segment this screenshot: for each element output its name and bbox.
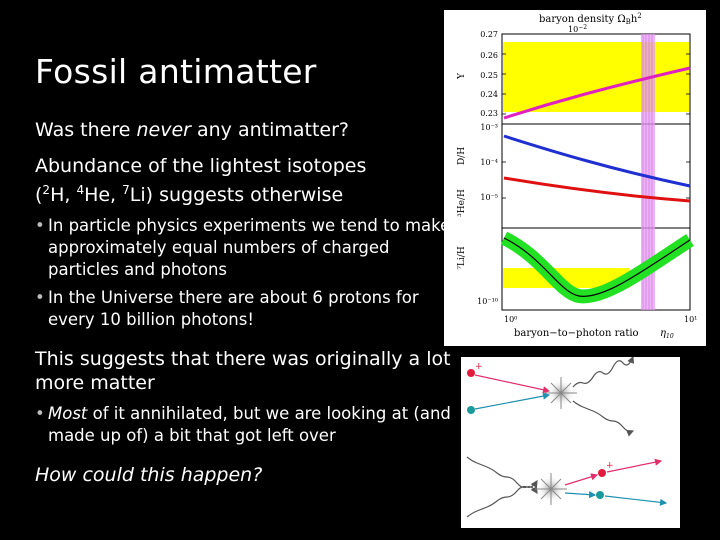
isotope-he: He,	[84, 184, 123, 206]
outgoing-teal-line-2	[604, 495, 668, 506]
top-axis-title: baryon density ΩBh2	[539, 12, 642, 26]
flash-rays	[545, 377, 577, 409]
bbn-plot-svg: baryon density ΩBh2 10−2 0.27 0.26	[457, 12, 697, 340]
incoming-teal-line	[474, 392, 551, 410]
dh-curve	[503, 134, 691, 188]
photon-out-1	[572, 355, 635, 388]
bottom-axis-symbol: η10	[660, 328, 674, 340]
bottom-tick-left: 10⁰	[504, 315, 517, 324]
bbn-abundance-plot: baryon density ΩBh2 10−2 0.27 0.26	[444, 10, 706, 346]
outgoing-red-line-2	[606, 458, 663, 473]
bullet-item: In particle physics experiments we tend …	[35, 215, 455, 281]
li7-curve	[503, 237, 691, 297]
particle-out-icon	[596, 491, 604, 499]
question-text: Was there never any antimatter?	[35, 118, 455, 142]
tick-marks	[502, 53, 690, 199]
svg-text:0.23: 0.23	[480, 109, 498, 118]
photon-out-2	[572, 400, 635, 437]
panel-li7	[501, 227, 691, 311]
svg-text:0.27: 0.27	[480, 30, 498, 39]
y-axis-labels: Y D/H ³He/H ⁷Li/H	[457, 72, 467, 270]
question-emphasis: never	[136, 119, 191, 141]
incoming-red-line	[474, 374, 551, 394]
svg-text:10⁻³: 10⁻³	[480, 123, 498, 132]
photon-in-2	[466, 479, 538, 518]
isotope-sup-he: 4	[76, 183, 85, 197]
isotope-sup-li: 7	[122, 183, 130, 197]
particle-icon	[467, 406, 475, 414]
isotope-h: H,	[50, 184, 77, 206]
annihilation-svg: + +	[466, 355, 668, 518]
he4-curve	[503, 66, 691, 120]
bullet-rest: of it annihilated, but we are looking at…	[48, 404, 451, 445]
flash-rays-2	[535, 473, 567, 505]
plus-label-out: +	[606, 461, 614, 471]
bullet-list-2: Most of it annihilated, but we are looki…	[35, 403, 455, 447]
bullet-emphasis: Most	[48, 404, 88, 423]
he3-curve	[503, 176, 691, 203]
abundance-paren: (	[35, 184, 43, 206]
svg-text:0.26: 0.26	[480, 51, 498, 60]
outgoing-red-line-1	[564, 473, 599, 486]
question-post: any antimatter?	[190, 119, 350, 141]
closing-question: How could this happen?	[35, 464, 263, 486]
panel-d-he3	[501, 123, 691, 229]
cmb-vertical-band	[641, 34, 655, 310]
photon-in-1	[466, 456, 538, 495]
abundance-line1: Abundance of the lightest isotopes	[35, 155, 367, 177]
text-column: Was there never any antimatter? Abundanc…	[35, 118, 455, 487]
y-tick-labels: 0.27 0.26 0.25 0.24 0.23 10⁻³ 10⁻⁴ 10⁻⁵ …	[477, 30, 498, 306]
plus-label: +	[475, 362, 483, 372]
svg-text:Y: Y	[457, 72, 467, 80]
top-tick-label: 10−2	[568, 24, 587, 34]
bullet-item: In the Universe there are about 6 proton…	[35, 287, 455, 331]
antiparticle-out-icon	[598, 469, 606, 477]
svg-text:10⁻⁴: 10⁻⁴	[480, 158, 498, 167]
outgoing-teal-line-1	[564, 491, 597, 499]
svg-text:³He/H: ³He/H	[457, 189, 467, 217]
svg-text:0.25: 0.25	[480, 71, 498, 80]
isotope-sup-h: 2	[42, 183, 51, 197]
he4-observed-band	[503, 42, 689, 112]
bottom-tick-right: 10¹	[684, 315, 697, 324]
suggests-text: This suggests that there was originally …	[35, 348, 451, 394]
bullet-item: Most of it annihilated, but we are looki…	[35, 403, 455, 447]
antiparticle-icon	[467, 369, 475, 377]
slide-title: Fossil antimatter	[35, 52, 317, 91]
svg-text:10⁻⁵: 10⁻⁵	[480, 193, 498, 202]
annihilation-diagram: + +	[461, 355, 680, 528]
svg-text:10⁻¹⁰: 10⁻¹⁰	[477, 297, 498, 306]
svg-text:⁷Li/H: ⁷Li/H	[457, 246, 467, 269]
abundance-text: Abundance of the lightest isotopes (2H, …	[35, 154, 455, 207]
bottom-axis-title: baryon−to−photon ratio	[514, 328, 639, 339]
question-pre: Was there	[35, 119, 137, 141]
li7-observed-band	[503, 268, 629, 288]
isotope-li: Li) suggests otherwise	[129, 184, 344, 206]
bullet-list-1: In particle physics experiments we tend …	[35, 215, 455, 331]
svg-text:D/H: D/H	[457, 147, 467, 165]
svg-text:0.24: 0.24	[480, 90, 498, 99]
